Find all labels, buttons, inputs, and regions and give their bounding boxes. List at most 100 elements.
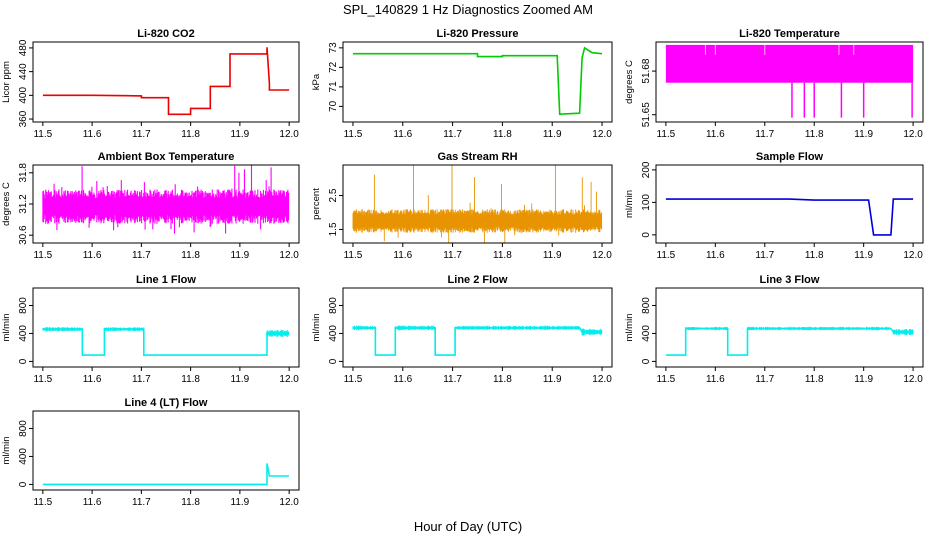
y-tick-label: 0 bbox=[641, 358, 652, 364]
x-tick-label: 11.6 bbox=[393, 129, 412, 140]
y-tick-label: 400 bbox=[641, 325, 652, 342]
y-axis-label: ml/min bbox=[1, 437, 12, 465]
y-tick-label: 800 bbox=[328, 297, 339, 314]
y-tick-label: 400 bbox=[18, 325, 29, 342]
y-tick-label: 51.65 bbox=[641, 102, 652, 127]
series-jitter bbox=[103, 327, 145, 332]
panel-line-4-lt-flow: Line 4 (LT) Flow ml/min 11.5 11.6 11.7 11.8 11… bbox=[1, 397, 300, 508]
panel-line-3-flow: Line 3 Flow ml/min 11.5 11.6 11.7 11.8 11.9 12.… bbox=[624, 274, 924, 385]
panel-title: Line 4 (LT) Flow bbox=[125, 397, 208, 409]
panel-title: Sample Flow bbox=[756, 151, 824, 163]
series-jitter bbox=[685, 326, 729, 331]
x-tick-label: 11.8 bbox=[493, 374, 512, 385]
x-tick-label: 11.6 bbox=[393, 250, 412, 261]
data-layer bbox=[352, 325, 603, 356]
series-line-pressure bbox=[353, 46, 603, 116]
plot-frame bbox=[655, 41, 924, 123]
x-tick-label: 11.5 bbox=[33, 497, 52, 508]
x-tick-label: 11.9 bbox=[543, 250, 562, 261]
data-layer bbox=[352, 165, 603, 243]
panel-li-820-temperature: Li-820 Temperature degrees C 11.5 11.6 11.7 1… bbox=[624, 28, 924, 140]
x-tick-label: 12.0 bbox=[279, 374, 299, 385]
x-tick-label: 11.6 bbox=[83, 129, 102, 140]
x-tick-label: 11.6 bbox=[706, 374, 725, 385]
panel-sample-flow: Sample Flow ml/min 11.5 11.6 11.7 11.8 11.9 12.… bbox=[624, 151, 924, 261]
x-tick-label: 11.8 bbox=[805, 129, 824, 140]
y-tick-label: 0 bbox=[328, 358, 339, 364]
x-tick-label: 11.7 bbox=[132, 129, 151, 140]
panel-title: Li-820 Temperature bbox=[739, 28, 840, 40]
panel-title: Li-820 Pressure bbox=[437, 28, 519, 40]
y-tick-label: 72 bbox=[328, 61, 339, 73]
panel-title: Li-820 CO2 bbox=[137, 28, 194, 40]
x-tick-label: 11.9 bbox=[854, 374, 873, 385]
y-axis-label: ml/min bbox=[311, 314, 322, 342]
series-jitter bbox=[266, 329, 290, 338]
series-jitter bbox=[42, 327, 83, 332]
x-tick-label: 11.7 bbox=[132, 374, 151, 385]
y-axis-label: degrees C bbox=[1, 182, 12, 226]
x-tick-label: 11.7 bbox=[443, 129, 462, 140]
y-tick-label: 360 bbox=[18, 110, 29, 127]
y-axis-label: ml/min bbox=[1, 314, 12, 342]
x-tick-label: 11.7 bbox=[132, 497, 151, 508]
x-tick-label: 11.9 bbox=[231, 497, 250, 508]
y-axis-label: ml/min bbox=[624, 190, 635, 218]
data-layer bbox=[665, 198, 914, 236]
panel-title: Line 1 Flow bbox=[136, 274, 196, 286]
series-noise bbox=[42, 165, 290, 234]
x-tick-label: 11.6 bbox=[706, 129, 725, 140]
series-jitter bbox=[352, 325, 376, 331]
y-tick-label: 0 bbox=[18, 358, 29, 364]
x-tick-label: 11.8 bbox=[805, 374, 824, 385]
y-tick-label: 480 bbox=[18, 39, 29, 56]
series-jitter bbox=[747, 326, 891, 331]
data-layer bbox=[665, 326, 914, 356]
data-layer bbox=[42, 463, 290, 486]
main-title: SPL_140829 1 Hz Diagnostics Zoomed AM bbox=[343, 2, 593, 17]
series-line-line2 bbox=[353, 327, 602, 356]
x-tick-label: 11.7 bbox=[443, 250, 462, 261]
panel-gas-stream-rh: Gas Stream RH percent 11.5 11.6 11.7 11.8 11.9… bbox=[311, 151, 613, 261]
y-axis-label: kPa bbox=[311, 73, 322, 90]
x-tick-label: 11.9 bbox=[231, 129, 250, 140]
plot-frame bbox=[32, 410, 300, 491]
x-tick-label: 11.7 bbox=[755, 129, 774, 140]
x-tick-label: 11.5 bbox=[33, 374, 52, 385]
y-tick-label: 800 bbox=[641, 297, 652, 314]
plot-frame bbox=[342, 287, 613, 368]
x-tick-label: 11.5 bbox=[33, 129, 52, 140]
y-tick-label: 70 bbox=[328, 100, 339, 112]
plot-frame bbox=[32, 287, 300, 368]
y-axis-label: percent bbox=[311, 188, 322, 220]
x-tick-label: 11.5 bbox=[657, 129, 676, 140]
x-tick-label: 11.7 bbox=[132, 250, 151, 261]
x-tick-label: 11.6 bbox=[83, 374, 102, 385]
x-tick-label: 11.9 bbox=[543, 374, 562, 385]
x-tick-label: 11.9 bbox=[854, 129, 873, 140]
y-tick-label: 0 bbox=[18, 481, 29, 487]
series-noise-core bbox=[352, 212, 603, 230]
plot-frame bbox=[655, 287, 924, 368]
y-tick-label: 73 bbox=[328, 42, 339, 54]
x-tick-label: 11.9 bbox=[231, 250, 250, 261]
x-tick-label: 11.9 bbox=[231, 374, 250, 385]
x-tick-label: 12.0 bbox=[903, 250, 923, 261]
x-tick-label: 11.5 bbox=[657, 250, 676, 261]
x-tick-label: 11.6 bbox=[393, 374, 412, 385]
y-tick-label: 400 bbox=[18, 87, 29, 104]
series-jitter bbox=[454, 325, 580, 330]
data-layer bbox=[665, 44, 914, 118]
plot-frame bbox=[655, 164, 924, 244]
x-tick-label: 11.5 bbox=[657, 374, 676, 385]
data-layer bbox=[42, 47, 290, 116]
series-noise bbox=[352, 165, 603, 243]
x-tick-label: 11.6 bbox=[706, 250, 725, 261]
y-axis-label: Licor ppm bbox=[1, 61, 12, 103]
x-tick-label: 11.9 bbox=[854, 250, 873, 261]
x-tick-label: 11.6 bbox=[83, 250, 102, 261]
panel-title: Line 2 Flow bbox=[448, 274, 508, 286]
x-tick-label: 12.0 bbox=[279, 497, 299, 508]
